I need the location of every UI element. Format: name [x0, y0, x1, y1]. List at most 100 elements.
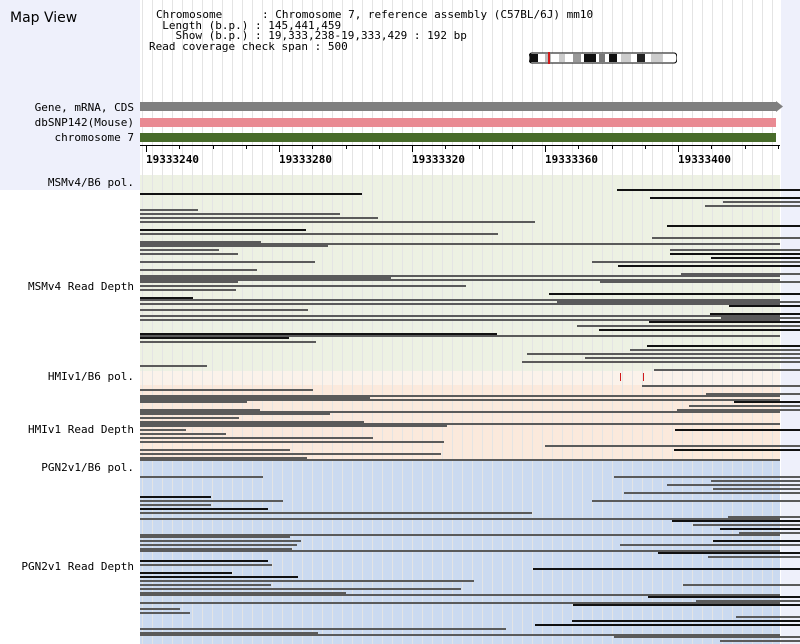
sequence-read[interactable] [647, 345, 800, 347]
sequence-read[interactable] [654, 369, 800, 371]
sequence-read[interactable] [592, 261, 800, 263]
sequence-read[interactable] [140, 297, 193, 299]
sequence-read[interactable] [614, 476, 800, 478]
sequence-read[interactable] [642, 385, 800, 387]
sequence-read[interactable] [140, 496, 211, 498]
sequence-read[interactable] [549, 293, 800, 295]
sequence-read[interactable] [614, 636, 800, 638]
sequence-read[interactable] [140, 401, 247, 403]
sequence-read[interactable] [140, 389, 313, 391]
sequence-read[interactable] [708, 556, 800, 558]
sequence-read[interactable] [677, 409, 800, 411]
sequence-read[interactable] [140, 303, 780, 305]
sequence-read[interactable] [140, 560, 268, 562]
sequence-read[interactable] [140, 229, 306, 231]
sequence-read[interactable] [140, 365, 207, 367]
sequence-read[interactable] [140, 459, 780, 461]
sequence-read[interactable] [545, 445, 800, 447]
sequence-read[interactable] [140, 281, 238, 283]
sequence-read[interactable] [140, 417, 239, 419]
sequence-read[interactable] [140, 395, 780, 397]
sequence-read[interactable] [140, 457, 307, 459]
sequence-read[interactable] [705, 205, 800, 207]
sequence-read[interactable] [140, 275, 780, 277]
sequence-read[interactable] [592, 500, 800, 502]
sequence-read[interactable] [527, 353, 800, 355]
sequence-read[interactable] [140, 193, 362, 195]
sequence-read[interactable] [140, 253, 238, 255]
sequence-read[interactable] [140, 584, 271, 586]
sequence-read[interactable] [140, 544, 297, 546]
sequence-read[interactable] [140, 518, 780, 520]
sequence-read[interactable] [624, 492, 800, 494]
sequence-read[interactable] [140, 261, 315, 263]
sequence-read[interactable] [734, 401, 800, 403]
sequence-read[interactable] [140, 433, 226, 435]
sequence-read[interactable] [140, 221, 535, 223]
sequence-read[interactable] [713, 488, 800, 490]
sequence-read[interactable] [140, 425, 447, 427]
sequence-read[interactable] [650, 197, 800, 199]
sequence-read[interactable] [140, 409, 260, 411]
sequence-read[interactable] [140, 612, 190, 614]
sequence-read[interactable] [557, 301, 800, 303]
sequence-read[interactable] [140, 536, 290, 538]
sequence-read[interactable] [689, 405, 800, 407]
sequence-read[interactable] [140, 504, 211, 506]
sequence-read[interactable] [140, 588, 461, 590]
track-label-gene[interactable]: Gene, mRNA, CDS [34, 101, 134, 114]
sequence-read[interactable] [140, 209, 198, 211]
sequence-read[interactable] [674, 449, 800, 451]
sequence-read[interactable] [681, 273, 800, 275]
sequence-read[interactable] [658, 552, 800, 554]
gene-track-bar[interactable] [140, 102, 776, 111]
sequence-read[interactable] [140, 572, 232, 574]
sequence-read[interactable] [140, 269, 257, 271]
sequence-read[interactable] [140, 413, 330, 415]
sequence-read[interactable] [533, 568, 800, 570]
sequence-read[interactable] [140, 564, 272, 566]
sequence-read[interactable] [706, 393, 800, 395]
sequence-read[interactable] [140, 632, 318, 634]
sequence-read[interactable] [140, 512, 532, 514]
dbsnp-track-bar[interactable] [140, 118, 776, 127]
sequence-read[interactable] [140, 548, 292, 550]
sequence-read[interactable] [140, 249, 219, 251]
sequence-read[interactable] [585, 357, 800, 359]
sequence-read[interactable] [140, 634, 780, 636]
sequence-read[interactable] [140, 411, 780, 413]
sequence-read[interactable] [600, 281, 800, 283]
sequence-read[interactable] [672, 520, 800, 522]
sequence-read[interactable] [140, 628, 506, 630]
sequence-read[interactable] [140, 319, 780, 321]
sequence-read[interactable] [140, 217, 378, 219]
sequence-read[interactable] [140, 341, 316, 343]
sequence-read[interactable] [140, 429, 186, 431]
sequence-read[interactable] [572, 620, 800, 622]
sequence-read[interactable] [140, 423, 780, 425]
sequence-read[interactable] [140, 245, 328, 247]
sequence-read[interactable] [140, 213, 340, 215]
sequence-read[interactable] [140, 437, 373, 439]
sequence-read[interactable] [140, 333, 497, 335]
sequence-read[interactable] [140, 608, 180, 610]
chromosome-track-bar[interactable] [140, 133, 776, 142]
sequence-read[interactable] [675, 429, 800, 431]
sequence-read[interactable] [618, 265, 800, 267]
sequence-read[interactable] [140, 233, 498, 235]
sequence-read[interactable] [720, 528, 800, 530]
sequence-read[interactable] [652, 237, 800, 239]
sequence-read[interactable] [140, 397, 370, 399]
sequence-read[interactable] [140, 315, 780, 317]
sequence-read[interactable] [140, 241, 261, 243]
sequence-read[interactable] [140, 399, 780, 401]
sequence-read[interactable] [140, 476, 263, 478]
sequence-read[interactable] [729, 305, 800, 307]
sequence-read[interactable] [535, 624, 800, 626]
sequence-read[interactable] [711, 480, 800, 482]
sequence-read[interactable] [599, 329, 800, 331]
sequence-read[interactable] [140, 540, 301, 542]
sequence-read[interactable] [140, 580, 474, 582]
polymorphism-mark[interactable] [643, 373, 644, 381]
sequence-read[interactable] [140, 299, 780, 301]
